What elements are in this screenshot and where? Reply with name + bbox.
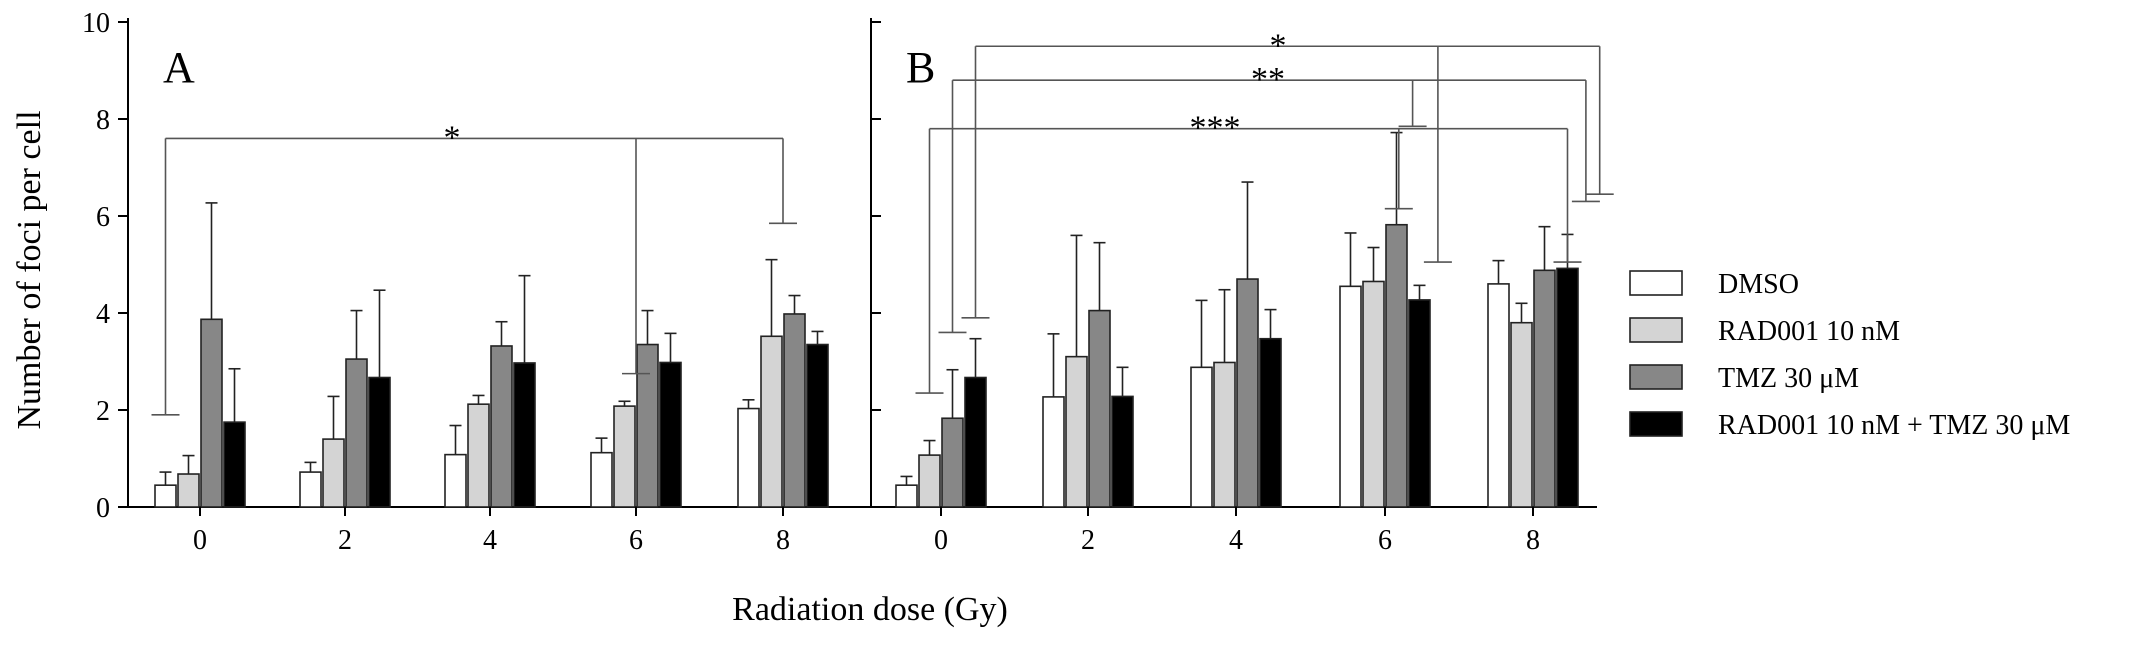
x-tick-label: 0 — [193, 525, 207, 556]
bar — [895, 484, 918, 508]
bar — [1111, 395, 1134, 508]
bar — [513, 362, 536, 508]
x-tick-label: 2 — [338, 525, 352, 556]
bar — [299, 471, 322, 508]
bar — [177, 473, 200, 508]
bar — [322, 438, 345, 508]
significance-label: * — [1270, 27, 1287, 64]
y-tick-label: 8 — [96, 105, 110, 136]
bar — [154, 484, 177, 508]
bar — [918, 454, 941, 508]
bar — [467, 403, 490, 508]
bar — [941, 417, 964, 508]
bar — [964, 376, 987, 508]
panel-label: B — [906, 43, 935, 92]
legend: DMSO RAD001 10 nM TMZ 30 μM RAD001 10 nM + … — [1629, 269, 2070, 441]
x-tick-label: 0 — [934, 525, 948, 556]
bar — [1556, 267, 1579, 508]
bar — [590, 451, 613, 508]
y-tick-label: 0 — [96, 493, 110, 524]
legend-swatch — [1629, 364, 1683, 390]
x-tick-label: 6 — [629, 525, 643, 556]
x-tick-label: 6 — [1378, 525, 1392, 556]
legend-label: RAD001 10 nM + TMZ 30 μM — [1718, 410, 2070, 441]
bar — [1190, 366, 1213, 508]
bar — [444, 453, 467, 508]
legend-label: TMZ 30 μM — [1718, 363, 1859, 394]
significance-label: *** — [1190, 110, 1241, 147]
legend-swatch — [1629, 411, 1683, 437]
x-tick-label: 8 — [776, 525, 790, 556]
bar — [200, 318, 223, 508]
significance-label: ** — [1251, 61, 1285, 98]
x-tick-label: 8 — [1526, 525, 1540, 556]
legend-swatch — [1629, 317, 1683, 343]
bar — [760, 335, 783, 508]
bar — [1487, 283, 1510, 508]
bar — [223, 421, 246, 508]
bar — [1362, 280, 1385, 508]
bar — [1510, 321, 1533, 508]
bar — [1385, 223, 1408, 508]
x-tick-label: 4 — [483, 525, 497, 556]
bar — [490, 345, 513, 508]
legend-label: RAD001 10 nM — [1718, 316, 1900, 347]
panel-label: A — [163, 43, 195, 92]
bar — [1065, 355, 1088, 508]
bar — [783, 313, 806, 508]
bar — [1213, 361, 1236, 508]
y-tick-label: 10 — [82, 8, 110, 39]
x-tick-label: 2 — [1081, 525, 1095, 556]
legend-swatch — [1629, 270, 1683, 296]
y-tick-label: 4 — [96, 299, 110, 330]
legend-label: DMSO — [1718, 269, 1799, 300]
bar — [1533, 269, 1556, 508]
y-tick-label: 2 — [96, 396, 110, 427]
bar — [1042, 396, 1065, 508]
bar — [737, 407, 760, 508]
bar — [368, 376, 391, 508]
bar — [1259, 337, 1282, 508]
y-axis-title: Number of foci per cell — [11, 110, 48, 429]
bar — [1408, 299, 1431, 508]
y-tick-label: 6 — [96, 202, 110, 233]
bar — [1339, 285, 1362, 508]
bar — [1236, 278, 1259, 508]
bar — [636, 343, 659, 508]
significance-label: * — [444, 119, 461, 156]
x-axis-title: Radiation dose (Gy) — [732, 591, 1008, 628]
bar — [613, 405, 636, 508]
bar — [1088, 309, 1111, 508]
bar — [345, 358, 368, 508]
x-tick-label: 4 — [1229, 525, 1243, 556]
bar — [806, 343, 829, 508]
bar — [659, 361, 682, 508]
